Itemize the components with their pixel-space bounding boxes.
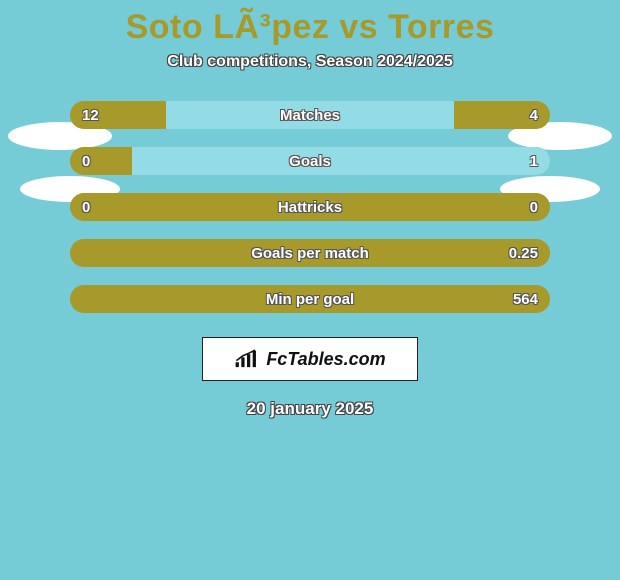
stat-label: Min per goal [70, 285, 550, 313]
stat-right-value: 564 [513, 285, 538, 313]
stat-label: Hattricks [70, 193, 550, 221]
page-title: Soto LÃ³pez vs Torres [0, 0, 620, 47]
stat-label: Goals per match [70, 239, 550, 267]
stat-row: 12Matches4 [70, 101, 550, 129]
page-subtitle: Club competitions, Season 2024/2025 [0, 53, 620, 71]
stat-row: Min per goal564 [70, 285, 550, 313]
stats-container: 12Matches40Goals10Hattricks0Goals per ma… [70, 101, 550, 313]
stat-label: Matches [70, 101, 550, 129]
comparison-card: Soto LÃ³pez vs Torres Club competitions,… [0, 0, 620, 580]
stat-label: Goals [70, 147, 550, 175]
stat-row: 0Goals1 [70, 147, 550, 175]
date-label: 20 january 2025 [0, 399, 620, 419]
stat-right-value: 1 [530, 147, 538, 175]
stat-row: 0Hattricks0 [70, 193, 550, 221]
stat-right-value: 0 [530, 193, 538, 221]
stat-right-value: 0.25 [509, 239, 538, 267]
stat-row: Goals per match0.25 [70, 239, 550, 267]
brand-badge: FcTables.com [202, 337, 418, 381]
stat-right-value: 4 [530, 101, 538, 129]
bars-icon [234, 348, 260, 370]
brand-text: FcTables.com [266, 349, 385, 370]
